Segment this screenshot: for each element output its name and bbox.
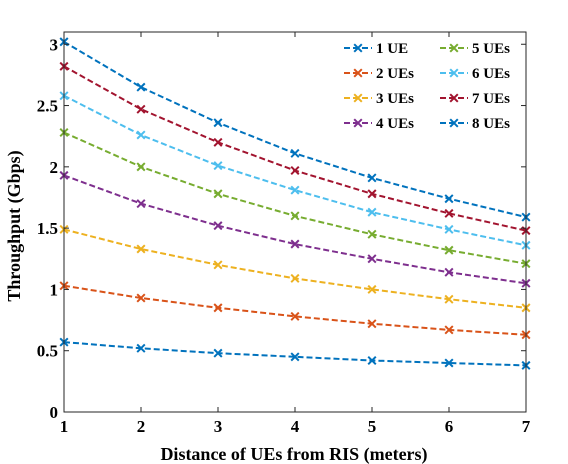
legend-label: 8 UEs — [472, 116, 510, 132]
y-tick-label: 1 — [50, 280, 59, 299]
data-point — [213, 348, 223, 358]
series-line — [63, 174, 527, 285]
data-point — [290, 311, 300, 321]
y-tick-label: 1.5 — [37, 219, 58, 238]
data-point — [367, 207, 377, 217]
series-3 — [59, 224, 531, 313]
data-point — [136, 162, 146, 172]
legend-swatch-marker — [353, 93, 363, 103]
data-point — [444, 325, 454, 335]
legend-swatch-marker — [449, 68, 459, 78]
y-tick-label: 0.5 — [37, 342, 58, 361]
legend-label: 3 UEs — [376, 91, 414, 107]
y-tick-label: 2 — [50, 158, 59, 177]
legend-label: 2 UEs — [376, 66, 414, 82]
x-tick-label: 5 — [368, 417, 377, 436]
series-line — [63, 284, 527, 336]
axes-box — [63, 31, 527, 413]
legend-entry: 4 UEs — [344, 116, 414, 132]
data-point — [444, 294, 454, 304]
data-point — [444, 245, 454, 255]
series-1 — [59, 337, 531, 370]
legend-swatch-marker — [449, 43, 459, 53]
data-point — [444, 358, 454, 368]
data-point — [290, 352, 300, 362]
legend-label: 4 UEs — [376, 116, 414, 132]
axes: 1 2 3 4 5 6 7 0 0.5 1 1.5 2 2.5 3 — [37, 31, 531, 436]
data-point — [367, 356, 377, 366]
x-tick-label: 1 — [60, 417, 69, 436]
legend-label: 1 UE — [376, 41, 408, 57]
legend-entry: 8 UEs — [440, 116, 510, 132]
data-point — [367, 254, 377, 264]
legend-entry: 2 UEs — [344, 66, 414, 82]
series-line — [63, 65, 527, 232]
data-point — [290, 185, 300, 195]
legend-swatch-marker — [449, 118, 459, 128]
plot-area — [59, 37, 531, 370]
legend-label: 7 UEs — [472, 91, 510, 107]
data-point — [213, 189, 223, 199]
y-tick-label: 3 — [50, 35, 59, 54]
data-point — [444, 224, 454, 234]
legend-swatch-marker — [353, 118, 363, 128]
data-point — [213, 260, 223, 270]
legend-entry: 7 UEs — [440, 91, 510, 107]
y-axis-label: Throughput (Gbps) — [4, 150, 25, 301]
data-point — [136, 104, 146, 114]
legend-swatch-marker — [353, 43, 363, 53]
legend-label: 5 UEs — [472, 41, 510, 57]
data-point — [213, 303, 223, 313]
y-tick-label: 2.5 — [37, 97, 58, 116]
x-tick-label: 7 — [522, 417, 531, 436]
legend-label: 6 UEs — [472, 66, 510, 82]
data-point — [136, 244, 146, 254]
data-point — [444, 194, 454, 204]
data-point — [367, 319, 377, 329]
data-point — [136, 293, 146, 303]
data-point — [444, 267, 454, 277]
data-point — [213, 118, 223, 128]
x-tick-label: 4 — [291, 417, 300, 436]
legend-entry: 6 UEs — [440, 66, 510, 82]
data-point — [367, 284, 377, 294]
series-8 — [59, 37, 531, 222]
series-line — [63, 228, 527, 309]
series-2 — [59, 281, 531, 340]
data-point — [213, 221, 223, 231]
data-point — [136, 343, 146, 353]
data-point — [444, 208, 454, 218]
legend: 1 UE 2 UEs 3 UEs 4 UEs 5 UEs 6 UEs 7 UEs 8 UEs — [344, 41, 510, 132]
data-point — [290, 239, 300, 249]
data-point — [213, 137, 223, 147]
data-point — [367, 173, 377, 183]
data-point — [290, 166, 300, 176]
data-point — [290, 273, 300, 283]
data-point — [136, 130, 146, 140]
data-point — [136, 82, 146, 92]
y-tick-label: 0 — [50, 403, 59, 422]
x-tick-label: 6 — [445, 417, 454, 436]
data-point — [136, 199, 146, 209]
data-point — [367, 229, 377, 239]
data-point — [213, 161, 223, 171]
legend-swatch-marker — [353, 68, 363, 78]
x-axis-label: Distance of UEs from RIS (meters) — [160, 444, 427, 464]
x-tick-label: 2 — [137, 417, 146, 436]
legend-entry: 3 UEs — [344, 91, 414, 107]
data-point — [290, 211, 300, 221]
data-point — [367, 189, 377, 199]
legend-entry: 1 UE — [344, 41, 408, 57]
data-point — [290, 148, 300, 158]
legend-swatch-marker — [449, 93, 459, 103]
series-5 — [59, 128, 531, 269]
x-tick-label: 3 — [214, 417, 223, 436]
legend-entry: 5 UEs — [440, 41, 510, 57]
series-line — [63, 341, 527, 367]
series-7 — [59, 61, 531, 236]
